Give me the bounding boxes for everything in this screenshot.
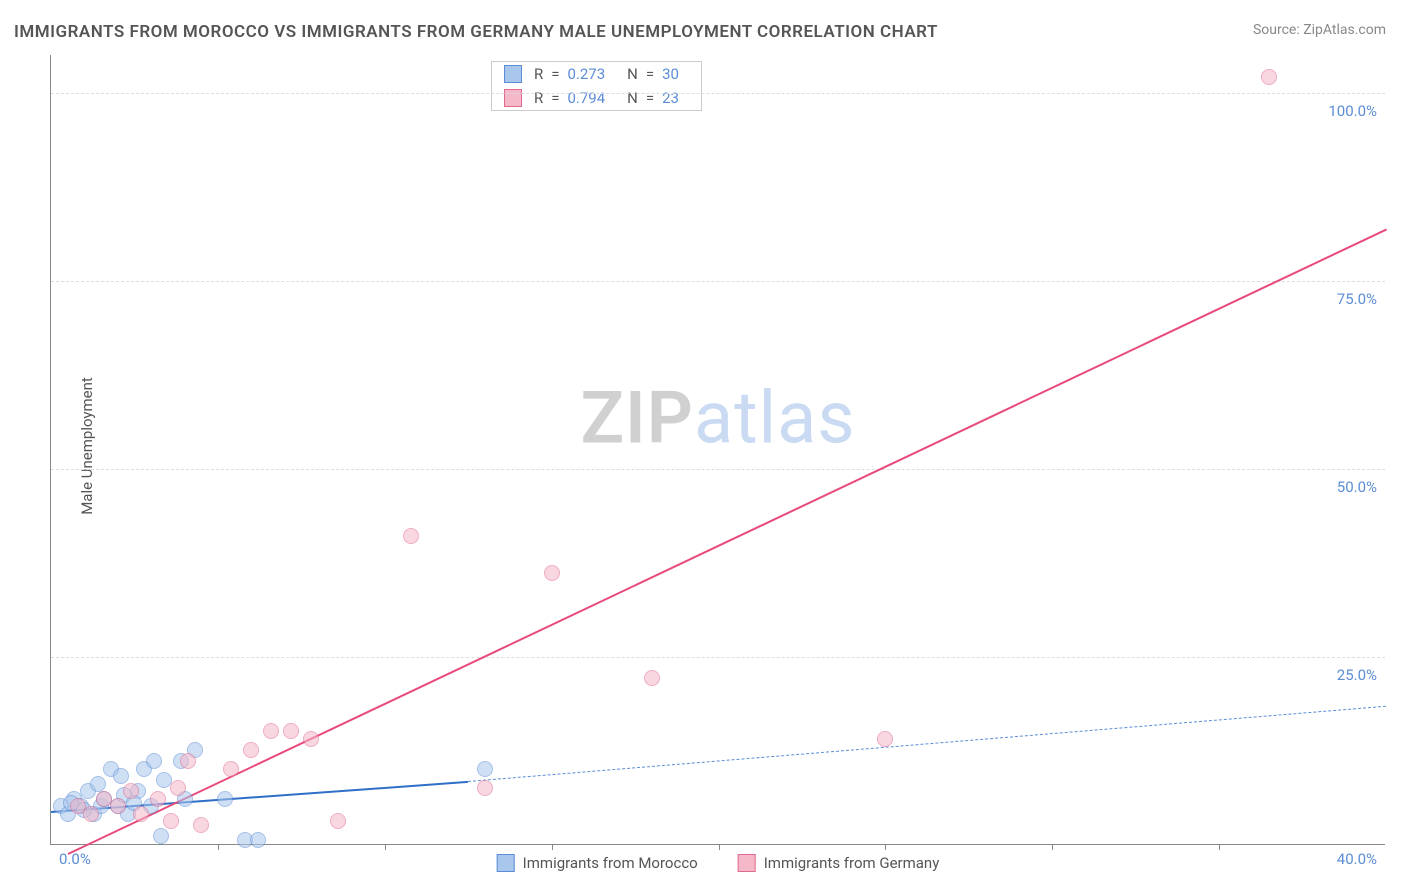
x-minor-tick bbox=[1052, 844, 1053, 850]
legend-label-germany: Immigrants from Germany bbox=[764, 854, 940, 872]
equals-sign: = bbox=[551, 65, 559, 83]
data-point-germany bbox=[180, 753, 196, 769]
legend-item-germany: Immigrants from Germany bbox=[738, 854, 940, 872]
legend-item-morocco: Immigrants from Morocco bbox=[497, 854, 698, 872]
series-legend: Immigrants from Morocco Immigrants from … bbox=[497, 854, 940, 872]
data-point-morocco bbox=[153, 828, 169, 844]
y-tick-label: 100.0% bbox=[1328, 102, 1377, 120]
chart-title: IMMIGRANTS FROM MOROCCO VS IMMIGRANTS FR… bbox=[14, 22, 938, 42]
r-label: R bbox=[534, 65, 543, 83]
x-minor-tick bbox=[218, 844, 219, 850]
data-point-germany bbox=[263, 723, 279, 739]
data-point-germany bbox=[133, 806, 149, 822]
data-point-morocco bbox=[146, 753, 162, 769]
data-point-germany bbox=[544, 565, 560, 581]
swatch-germany bbox=[738, 854, 756, 872]
gridline bbox=[51, 93, 1385, 94]
x-minor-tick bbox=[719, 844, 720, 850]
x-axis-end-label: 40.0% bbox=[1337, 850, 1377, 868]
data-point-germany bbox=[477, 780, 493, 796]
y-tick-label: 75.0% bbox=[1337, 290, 1377, 308]
x-minor-tick bbox=[552, 844, 553, 850]
trend-line bbox=[468, 706, 1386, 782]
legend-label-morocco: Immigrants from Morocco bbox=[523, 854, 698, 872]
n-value-morocco: 30 bbox=[662, 65, 679, 83]
data-point-germany bbox=[403, 528, 419, 544]
swatch-morocco bbox=[504, 65, 522, 83]
data-point-morocco bbox=[217, 791, 233, 807]
data-point-germany bbox=[644, 670, 660, 686]
r-value-morocco: 0.273 bbox=[567, 65, 605, 83]
watermark-atlas: atlas bbox=[694, 375, 856, 460]
y-tick-label: 50.0% bbox=[1337, 478, 1377, 496]
scatter-plot-area: ZIPatlas R = 0.273 N = 30 R = 0.794 N = … bbox=[50, 55, 1385, 845]
data-point-germany bbox=[163, 813, 179, 829]
watermark: ZIPatlas bbox=[580, 375, 855, 460]
data-point-germany bbox=[330, 813, 346, 829]
gridline bbox=[51, 281, 1385, 282]
gridline bbox=[51, 469, 1385, 470]
x-minor-tick bbox=[385, 844, 386, 850]
data-point-germany bbox=[303, 731, 319, 747]
data-point-germany bbox=[193, 817, 209, 833]
swatch-morocco bbox=[497, 854, 515, 872]
gridline bbox=[51, 657, 1385, 658]
data-point-germany bbox=[83, 806, 99, 822]
correlation-stats-box: R = 0.273 N = 30 R = 0.794 N = 23 bbox=[491, 61, 702, 111]
data-point-morocco bbox=[113, 768, 129, 784]
x-minor-tick bbox=[1219, 844, 1220, 850]
data-point-germany bbox=[223, 761, 239, 777]
n-label: N bbox=[627, 65, 638, 83]
data-point-morocco bbox=[477, 761, 493, 777]
stats-row-morocco: R = 0.273 N = 30 bbox=[492, 62, 701, 86]
data-point-germany bbox=[170, 780, 186, 796]
data-point-germany bbox=[110, 798, 126, 814]
data-point-morocco bbox=[90, 776, 106, 792]
watermark-zip: ZIP bbox=[580, 375, 693, 460]
y-tick-label: 25.0% bbox=[1337, 666, 1377, 684]
data-point-morocco bbox=[250, 832, 266, 848]
data-point-germany bbox=[283, 723, 299, 739]
x-axis-origin-label: 0.0% bbox=[59, 850, 91, 868]
equals-sign: = bbox=[646, 65, 654, 83]
stats-row-germany: R = 0.794 N = 23 bbox=[492, 86, 701, 110]
x-minor-tick bbox=[885, 844, 886, 850]
data-point-germany bbox=[150, 791, 166, 807]
data-point-germany bbox=[243, 742, 259, 758]
data-point-germany bbox=[1261, 69, 1277, 85]
data-point-germany bbox=[123, 783, 139, 799]
source-attribution: Source: ZipAtlas.com bbox=[1253, 22, 1386, 38]
data-point-germany bbox=[877, 731, 893, 747]
